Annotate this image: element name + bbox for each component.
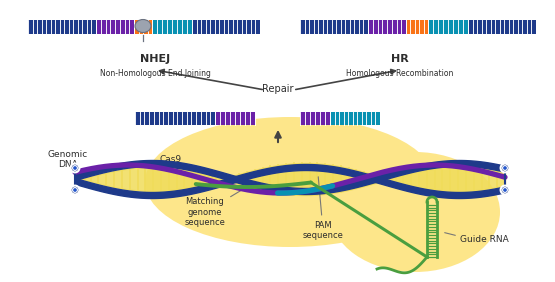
FancyBboxPatch shape	[28, 27, 96, 34]
FancyBboxPatch shape	[468, 20, 536, 27]
FancyBboxPatch shape	[468, 27, 536, 34]
Text: Non-Homologous End Joining: Non-Homologous End Joining	[99, 69, 210, 78]
Text: Repair: Repair	[263, 84, 294, 94]
Circle shape	[73, 188, 77, 192]
FancyBboxPatch shape	[134, 20, 152, 27]
FancyBboxPatch shape	[135, 112, 215, 118]
FancyBboxPatch shape	[368, 20, 406, 27]
FancyBboxPatch shape	[152, 27, 192, 34]
FancyBboxPatch shape	[192, 27, 260, 34]
FancyBboxPatch shape	[300, 112, 330, 118]
Text: NHEJ: NHEJ	[140, 54, 170, 64]
FancyBboxPatch shape	[428, 27, 468, 34]
Text: Cas9: Cas9	[160, 155, 213, 176]
Circle shape	[503, 188, 507, 192]
FancyBboxPatch shape	[406, 20, 428, 27]
Text: Homologous Recombination: Homologous Recombination	[346, 69, 453, 78]
Ellipse shape	[135, 19, 151, 32]
FancyBboxPatch shape	[152, 20, 192, 27]
Circle shape	[501, 164, 509, 172]
Ellipse shape	[145, 117, 435, 247]
FancyBboxPatch shape	[368, 27, 406, 34]
FancyBboxPatch shape	[215, 118, 255, 125]
Circle shape	[70, 164, 79, 172]
FancyBboxPatch shape	[135, 118, 215, 125]
FancyBboxPatch shape	[330, 112, 380, 118]
FancyBboxPatch shape	[96, 27, 134, 34]
Text: Guide RNA: Guide RNA	[460, 235, 509, 244]
Text: PAM
sequence: PAM sequence	[302, 177, 344, 240]
Circle shape	[501, 186, 509, 194]
Circle shape	[503, 166, 507, 170]
Text: HR: HR	[391, 54, 409, 64]
FancyBboxPatch shape	[300, 118, 330, 125]
Text: Matching
genome
sequence: Matching genome sequence	[185, 183, 253, 227]
Circle shape	[73, 166, 77, 170]
FancyBboxPatch shape	[28, 20, 96, 27]
FancyBboxPatch shape	[428, 20, 468, 27]
Text: Genomic
DNA: Genomic DNA	[48, 150, 88, 169]
Ellipse shape	[330, 152, 500, 272]
FancyBboxPatch shape	[192, 20, 260, 27]
FancyBboxPatch shape	[300, 27, 368, 34]
FancyBboxPatch shape	[134, 27, 152, 34]
FancyBboxPatch shape	[300, 20, 368, 27]
FancyBboxPatch shape	[406, 27, 428, 34]
FancyBboxPatch shape	[330, 118, 380, 125]
Circle shape	[70, 186, 79, 194]
FancyBboxPatch shape	[96, 20, 134, 27]
FancyBboxPatch shape	[215, 112, 255, 118]
